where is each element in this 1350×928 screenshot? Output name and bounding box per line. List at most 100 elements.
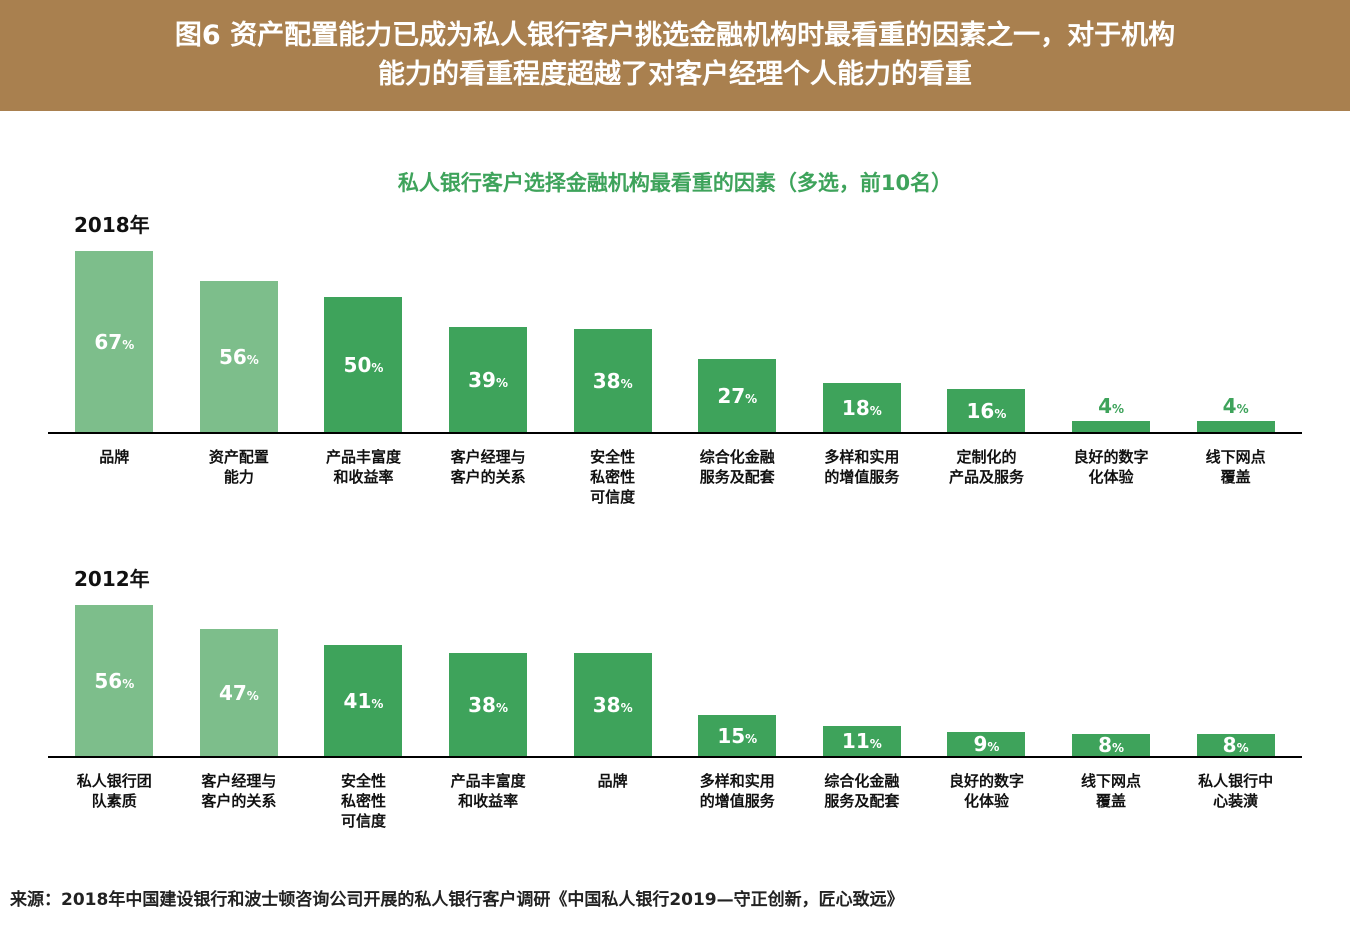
bar: 8% xyxy=(1196,733,1275,757)
bar-value-label: 4% xyxy=(1098,394,1124,418)
bar-value-label: 4% xyxy=(1223,394,1249,418)
category-label: 品牌 xyxy=(597,772,628,790)
bar: 18% xyxy=(822,383,901,432)
chart-2018年: 2018年 67% 56% 50% 39% 38% 27% 18% 16% 4% 4% 品牌 资产配置 … xyxy=(48,209,1302,507)
category-label: 定制化的 产品及服务 xyxy=(948,448,1024,486)
bar-column: 9% xyxy=(924,732,1049,756)
value-number: 56 xyxy=(218,344,247,369)
value-number: 41 xyxy=(343,688,372,713)
category-label: 多样和实用 的增值服务 xyxy=(824,448,900,486)
value-number: 38 xyxy=(592,692,621,717)
bar-value-label: 15% xyxy=(717,724,757,748)
percent-sign: % xyxy=(246,688,259,703)
category-label: 线下网点 覆盖 xyxy=(1081,772,1142,810)
category-label: 产品丰富度 和收益率 xyxy=(325,448,401,486)
percent-sign: % xyxy=(1111,402,1125,416)
bar-value-label: 8% xyxy=(1098,733,1124,757)
bar-column: 8% xyxy=(1173,733,1298,757)
bar-column: 8% xyxy=(1049,733,1174,757)
figure-title-line-1: 图6 资产配置能力已成为私人银行客户挑选金融机构时最看重的因素之一，对于机构 xyxy=(174,20,1176,51)
category-labels: 品牌 资产配置 能力 产品丰富度 和收益率 客户经理与 客户的关系 安全性 私密性 可信… xyxy=(48,447,1302,507)
bar-value-label: 47% xyxy=(219,681,259,705)
bar: 56% xyxy=(75,605,154,756)
percent-sign: % xyxy=(869,403,882,418)
percent-sign: % xyxy=(1111,741,1125,755)
bar: 50% xyxy=(324,297,403,432)
bar-column: 67% xyxy=(52,251,177,432)
category-label: 安全性 私密性 可信度 xyxy=(590,448,636,506)
bar: 9% xyxy=(947,732,1026,756)
percent-sign: % xyxy=(620,700,633,715)
year-label: 2012年 xyxy=(74,567,150,591)
value-number: 4 xyxy=(1098,394,1112,418)
bar: 38% xyxy=(573,329,652,432)
value-number: 38 xyxy=(468,692,496,717)
bar: 47% xyxy=(199,629,278,756)
percent-sign: % xyxy=(869,737,882,751)
category-label: 客户经理与 客户的关系 xyxy=(201,772,277,810)
category-labels: 私人银行团 队素质 客户经理与 客户的关系 安全性 私密性 可信度 产品丰富度 和收益… xyxy=(48,771,1302,831)
percent-sign: % xyxy=(495,700,509,715)
bar-value-label: 8% xyxy=(1223,733,1249,757)
plot-area: 67% 56% 50% 39% 38% 27% 18% 16% 4% 4% xyxy=(48,251,1302,434)
value-number: 8 xyxy=(1098,733,1112,757)
plot-area: 56% 47% 41% 38% 38% 15% 11% 9% 8% 8% xyxy=(48,605,1302,758)
bar-column: 38% xyxy=(426,653,551,756)
percent-sign: % xyxy=(745,391,758,406)
bar-value-label: 16% xyxy=(967,399,1007,423)
category-label: 多样和实用 的增值服务 xyxy=(699,772,775,810)
bar: 4% xyxy=(1196,394,1275,432)
value-number: 50 xyxy=(343,352,372,377)
source-note: 来源：2018年中国建设银行和波士顿咨询公司开展的私人银行客户调研《中国私人银行… xyxy=(10,890,904,910)
bar-value-label: 38% xyxy=(593,369,633,393)
bar-value-label: 38% xyxy=(593,693,633,717)
bar-column: 56% xyxy=(177,281,302,432)
figure-title-line-2: 能力的看重程度超越了对客户经理个人能力的看重 xyxy=(378,59,972,90)
value-number: 9 xyxy=(973,732,988,756)
bar-column: 38% xyxy=(550,329,675,432)
bar-column: 16% xyxy=(924,389,1049,432)
bar: 15% xyxy=(698,715,777,756)
chart-2012年: 2012年 56% 47% 41% 38% 38% 15% 11% 9% 8% 8% 私人银行团 队素… xyxy=(48,563,1302,831)
percent-sign: % xyxy=(122,676,135,691)
bar-column: 27% xyxy=(675,359,800,432)
bar: 16% xyxy=(947,389,1026,432)
value-number: 39 xyxy=(468,367,496,392)
bar-value-label: 50% xyxy=(344,353,384,377)
bar: 4% xyxy=(1072,394,1151,432)
percent-sign: % xyxy=(246,352,259,367)
category-label: 良好的数字 化体验 xyxy=(948,772,1024,810)
bar: 67% xyxy=(75,251,154,432)
percent-sign: % xyxy=(1236,402,1249,416)
bar: 38% xyxy=(449,653,528,756)
value-number: 47 xyxy=(218,680,247,705)
bar-value-label: 56% xyxy=(219,345,259,369)
charts-container: 2018年 67% 56% 50% 39% 38% 27% 18% 16% 4% 4% 品牌 资产配置 … xyxy=(48,209,1302,831)
value-number: 4 xyxy=(1222,394,1237,418)
bar-column: 47% xyxy=(177,629,302,756)
bar: 11% xyxy=(822,726,901,756)
category-label: 安全性 私密性 可信度 xyxy=(340,772,386,830)
category-label: 线下网点 覆盖 xyxy=(1205,448,1266,486)
percent-sign: % xyxy=(1236,741,1249,755)
category-label: 综合化金融 服务及配套 xyxy=(824,772,900,810)
bar-column: 4% xyxy=(1049,394,1174,432)
year-label: 2018年 xyxy=(74,213,150,237)
percent-sign: % xyxy=(620,376,633,391)
bar-value-label: 18% xyxy=(842,396,882,420)
category-label: 私人银行中 心装潢 xyxy=(1198,772,1274,810)
category-label: 产品丰富度 和收益率 xyxy=(450,772,526,810)
bar-column: 11% xyxy=(800,726,925,756)
bar-value-label: 9% xyxy=(973,732,999,756)
percent-sign: % xyxy=(745,731,758,746)
bar: 56% xyxy=(199,281,278,432)
bar-value-label: 11% xyxy=(842,729,882,753)
category-label: 私人银行团 队素质 xyxy=(76,772,152,810)
percent-sign: % xyxy=(495,375,509,390)
bar-column: 41% xyxy=(301,645,426,756)
category-label: 品牌 xyxy=(99,448,130,466)
figure-banner: 图6 资产配置能力已成为私人银行客户挑选金融机构时最看重的因素之一，对于机构 能… xyxy=(0,0,1350,111)
value-number: 16 xyxy=(966,398,995,423)
bar-column: 38% xyxy=(550,653,675,756)
bar-column: 50% xyxy=(301,297,426,432)
